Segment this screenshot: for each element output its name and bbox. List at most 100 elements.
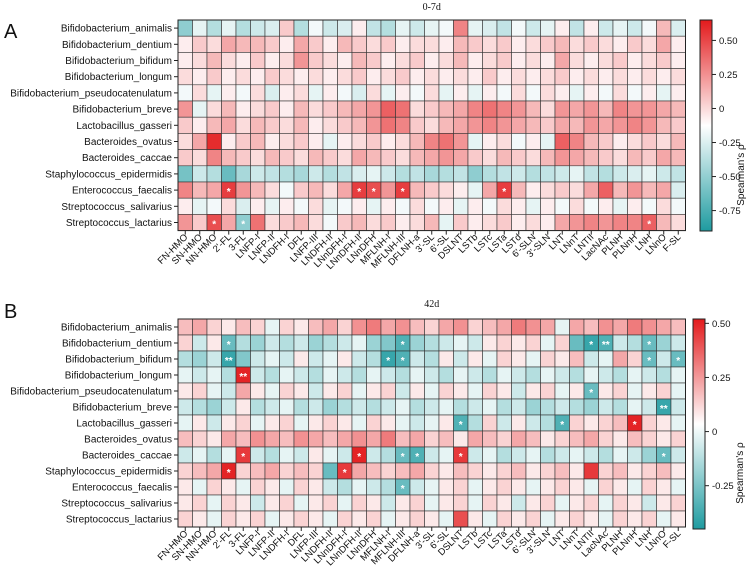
heatmap-cell [540,414,556,432]
heatmap-cell [511,197,527,215]
heatmap-cell [279,478,295,496]
heatmap-cell [192,462,208,480]
heatmap-cell [511,52,527,69]
heatmap-cell [264,100,280,118]
heatmap-cell [540,334,556,352]
significance-star: * [633,420,637,431]
heatmap-cell [351,318,367,336]
heatmap-cell [293,197,309,215]
heatmap-cell [467,149,483,167]
heatmap-cell [482,446,498,464]
heatmap-cell [322,149,338,167]
heatmap-cell [380,181,396,199]
significance-star: * [401,340,405,351]
heatmap-cell [496,19,512,37]
heatmap-cell [409,35,425,53]
heatmap-cell [656,165,672,183]
heatmap-cell [612,35,628,53]
heatmap-cell [351,510,367,528]
heatmap-cell [496,430,512,448]
heatmap-cell [627,494,643,512]
heatmap-cell [525,446,541,464]
heatmap-cell [221,478,237,496]
heatmap-cell [351,149,367,167]
heatmap-cell [366,350,382,368]
heatmap-cell [627,116,643,134]
heatmap-cell [177,149,193,167]
heatmap-cell [192,35,208,53]
heatmap-cell [221,382,237,400]
heatmap-cell [482,414,498,432]
heatmap-cell [482,100,498,118]
heatmap-cell [192,19,208,37]
heatmap-cell [279,197,295,215]
row-label: Bifidobacterium_animalis [61,24,172,35]
heatmap-cell [467,318,483,336]
heatmap-cell [583,133,599,150]
heatmap-cell [424,430,440,448]
significance-star: * [415,452,419,463]
heatmap-cell [380,116,396,134]
heatmap-cell [641,510,657,528]
heatmap-cell [250,84,266,102]
colorbar-label: Spearman's ρ [736,144,747,206]
heatmap-cell [482,366,498,384]
heatmap-cell [598,462,614,480]
heatmap-cell [177,68,193,86]
heatmap-cell [482,197,498,215]
heatmap-cell [482,19,498,37]
heatmap-cell [177,462,193,480]
heatmap-cell [496,414,512,432]
heatmap-cell [670,181,686,199]
heatmap-cell [337,382,353,400]
heatmap-cell [641,35,657,53]
heatmap-cell [409,100,425,118]
heatmap-cell [351,462,367,480]
heatmap-cell [598,19,614,37]
heatmap-cell [293,214,309,231]
heatmap-cell [337,414,353,432]
heatmap-cell [583,414,599,432]
heatmap-cell [206,133,222,150]
heatmap-cell [670,462,686,480]
heatmap-cell [221,133,237,150]
heatmap-cell [482,35,498,53]
heatmap-cell [235,100,251,118]
heatmap-cell [627,334,643,352]
heatmap-cell [264,398,280,416]
heatmap-cell [569,430,585,448]
heatmap-cell [612,510,628,528]
heatmap-cell [511,116,527,134]
heatmap-cell [192,478,208,496]
heatmap-cell [264,181,280,199]
heatmap-cell [250,181,266,199]
heatmap-cell [322,165,338,183]
heatmap-cell [293,149,309,167]
panel-letter: A [4,21,18,43]
row-label: Bifidobacterium_dentium [62,40,172,51]
heatmap-cell [540,430,556,448]
heatmap-cell [380,398,396,416]
heatmap-cell [279,382,295,400]
heatmap-cell [467,334,483,352]
significance-star: * [647,356,651,367]
heatmap-cell [482,68,498,86]
heatmap-cell [308,52,324,69]
heatmap-cell [351,366,367,384]
heatmap-cell [250,334,266,352]
heatmap-cell [612,350,628,368]
heatmap-cell [467,382,483,400]
heatmap-cell [569,84,585,102]
heatmap-cell [366,494,382,512]
heatmap-cell [250,510,266,528]
heatmap-cell [467,414,483,432]
heatmap-cell [221,414,237,432]
heatmap-cell [525,35,541,53]
heatmap-cell [656,52,672,69]
heatmap-cell [351,197,367,215]
heatmap-cell [250,366,266,384]
heatmap-cell [627,68,643,86]
heatmap-cell [351,116,367,134]
row-label: Bifidobacterium_longum [65,72,172,83]
heatmap-cell [540,318,556,336]
